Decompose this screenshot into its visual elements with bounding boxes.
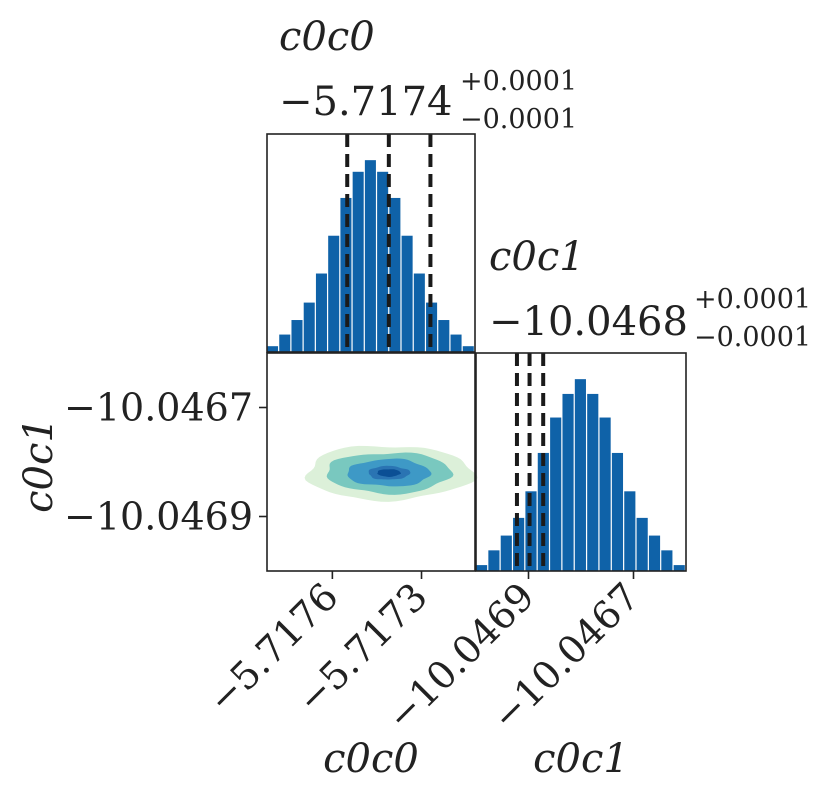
hist-c0c0-bar-1 <box>279 334 291 352</box>
hist-c0c0-bar-3 <box>303 302 315 352</box>
xlabel-c0c1: c0c1 <box>533 736 629 782</box>
title-c0c0-median: −5.7174 <box>279 79 452 125</box>
hist-c0c1-bar-16 <box>673 565 685 571</box>
hist-c0c0-bar-10 <box>389 197 401 352</box>
hist-c0c0-bar-14 <box>438 320 450 352</box>
hist-c0c1-bar-6 <box>550 417 562 571</box>
title-c0c0-plus: +0.0001 <box>460 66 577 97</box>
hist-c0c1-bar-15 <box>661 550 673 571</box>
hist-c0c1-bar-11 <box>611 452 624 571</box>
hist-c0c0-bar-16 <box>462 346 474 352</box>
hist-c0c0-bar-2 <box>291 320 303 352</box>
hist-c0c1-bar-12 <box>624 491 636 571</box>
title-c0c1-median: −10.0468 <box>489 299 688 345</box>
hist-c0c1-bar-7 <box>562 393 574 571</box>
hist-c0c0-bar-8 <box>364 160 376 352</box>
title-c0c1-plus: +0.0001 <box>694 284 811 315</box>
contour-core <box>377 469 401 477</box>
title-c0c1-value: −10.0468 +0.0001 −0.0001 <box>489 284 811 353</box>
hist-c0c0-bar-7 <box>352 171 364 352</box>
hist-c0c0-bar-15 <box>450 334 462 352</box>
title-c0c0-name: c0c0 <box>279 14 375 60</box>
hist-c0c1-bar-5 <box>537 452 549 571</box>
hist-c0c1-bar-0 <box>476 565 488 571</box>
title-c0c0-value: −5.7174 +0.0001 −0.0001 <box>279 66 577 135</box>
title-c0c1-name: c0c1 <box>489 234 585 280</box>
hist-c0c1-frame <box>475 352 687 572</box>
hist-c0c1-bar-9 <box>587 393 599 571</box>
contour-ytick-label-0: −10.0469 <box>64 495 253 539</box>
hist-c0c0-frame <box>266 133 476 353</box>
ylabel-c0c1: c0c1 <box>16 417 62 513</box>
xlabel-c0c0: c0c0 <box>323 736 419 782</box>
hist-c0c0-bar-12 <box>413 273 425 352</box>
hist-c0c1-bar-1 <box>488 550 500 571</box>
hist-c0c0-bar-0 <box>267 346 279 352</box>
hist-c0c0-bar-4 <box>315 273 327 352</box>
hist-c0c1-bar-14 <box>648 535 661 571</box>
hist-c0c0-bar-5 <box>328 235 340 352</box>
contour-c0c0-c0c1-panel: −10.0469−10.0467−5.7176−5.7173 <box>64 352 478 722</box>
title-c0c0-minus: −0.0001 <box>460 104 577 135</box>
histogram-c0c1-panel: −10.0469−10.0467 <box>378 352 687 739</box>
hist-c0c0-bar-11 <box>401 235 413 352</box>
hist-c0c0-bar-9 <box>377 171 389 352</box>
hist-c0c1-bar-2 <box>500 535 512 571</box>
contour-ytick-label-1: −10.0467 <box>64 386 253 430</box>
hist-c0c0-bar-13 <box>426 302 438 352</box>
hist-c0c1-bar-4 <box>525 491 537 571</box>
histogram-c0c0-panel <box>266 133 476 353</box>
hist-c0c1-bar-13 <box>636 517 648 571</box>
contour-frame <box>266 352 476 572</box>
hist-c0c1-bar-8 <box>574 379 586 571</box>
title-c0c1-minus: −0.0001 <box>694 322 811 353</box>
hist-c0c1-bar-10 <box>599 417 611 571</box>
